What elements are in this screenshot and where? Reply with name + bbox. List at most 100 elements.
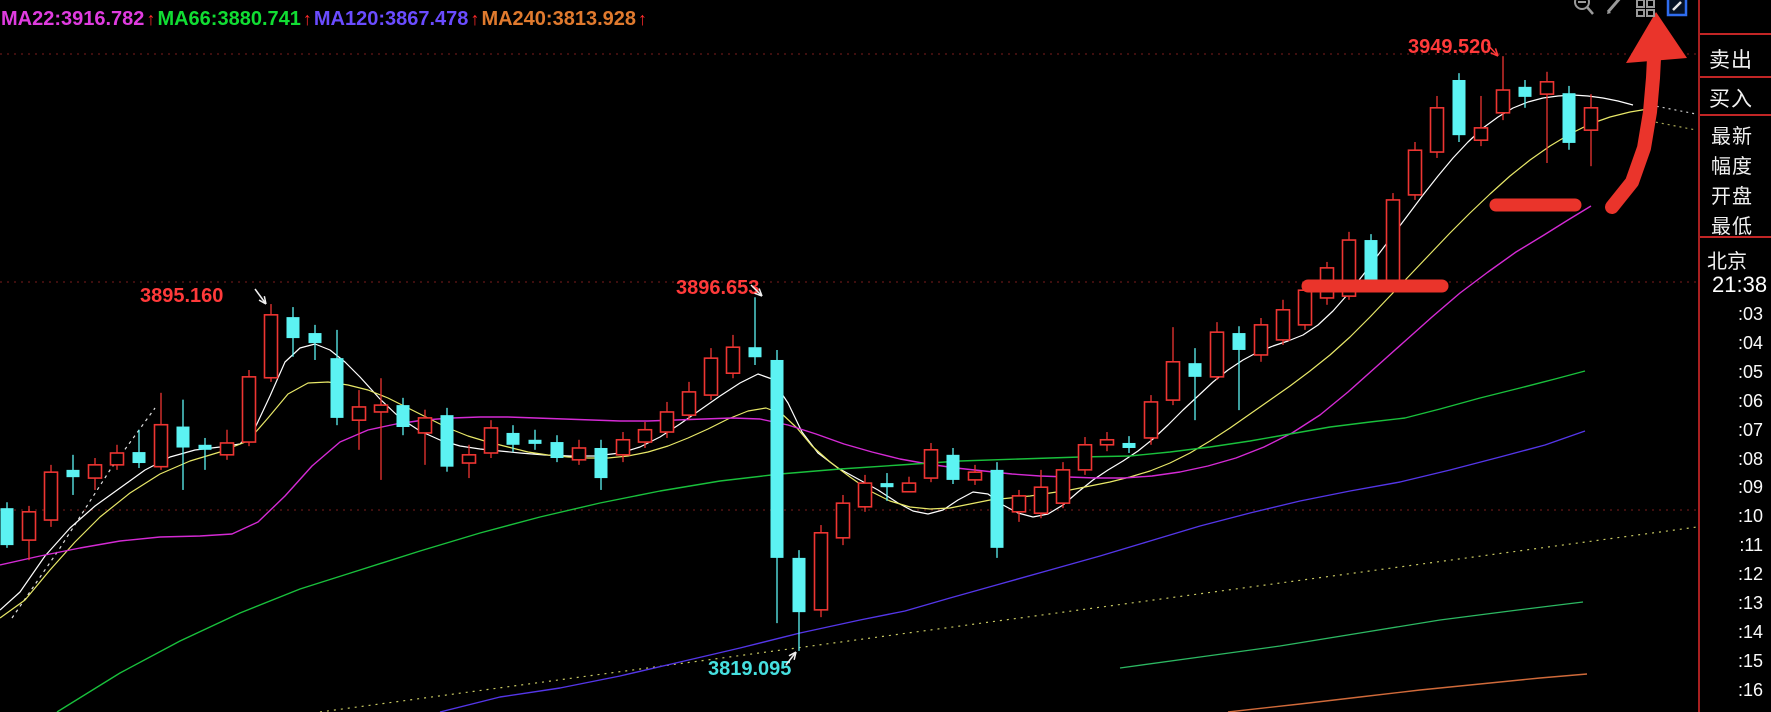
minute-label: :06 bbox=[1737, 390, 1763, 411]
candle-down bbox=[286, 317, 300, 339]
candle-down bbox=[506, 432, 520, 445]
minute-label: :08 bbox=[1737, 448, 1763, 469]
sidebar-divider bbox=[1700, 114, 1771, 116]
candle-up bbox=[1055, 469, 1071, 504]
candle-up bbox=[1473, 127, 1489, 141]
candle-up bbox=[1407, 149, 1423, 196]
annotation-arrow-head bbox=[263, 296, 267, 305]
candle-up bbox=[483, 427, 499, 454]
candle-up bbox=[109, 452, 125, 466]
candle-down bbox=[550, 442, 564, 459]
minute-label: :09 bbox=[1737, 477, 1763, 498]
candle-up bbox=[1165, 360, 1181, 401]
candle-down bbox=[594, 447, 608, 479]
ma240-orange bbox=[1227, 673, 1588, 712]
candle-up bbox=[725, 346, 741, 375]
minute-label: :16 bbox=[1737, 679, 1763, 700]
candle-down bbox=[792, 557, 806, 613]
yellow-projection-dots bbox=[1649, 120, 1697, 131]
candle-up bbox=[703, 357, 719, 396]
annotation-arrow bbox=[750, 284, 763, 297]
candle-down bbox=[132, 452, 146, 464]
candle-up bbox=[1033, 486, 1049, 514]
candle-up bbox=[1429, 107, 1445, 153]
ma66-green bbox=[56, 370, 1586, 712]
candle-up bbox=[1583, 107, 1599, 131]
annotation-arrow-head bbox=[1490, 52, 1499, 57]
candle-up bbox=[1297, 289, 1313, 326]
minute-label: :10 bbox=[1737, 506, 1763, 527]
candle-up bbox=[857, 482, 873, 508]
zoom-out-icon[interactable] bbox=[1572, 0, 1596, 17]
blue-window-icon[interactable] bbox=[1665, 0, 1689, 17]
candle-up bbox=[571, 447, 587, 461]
minute-label: :05 bbox=[1737, 361, 1763, 382]
up-arrow-icon: ↑ bbox=[470, 9, 480, 29]
candle-up bbox=[1077, 443, 1093, 471]
candle-down bbox=[66, 469, 80, 478]
pencil-icon[interactable] bbox=[1603, 0, 1627, 17]
quote-label: 幅度 bbox=[1711, 156, 1753, 178]
up-arrow-marker-shaft bbox=[1605, 51, 1661, 214]
candle-down bbox=[396, 405, 410, 428]
candle-up bbox=[87, 464, 103, 479]
up-arrow-icon: ↑ bbox=[302, 9, 312, 29]
candle-down bbox=[0, 508, 14, 546]
candle-down bbox=[330, 358, 344, 418]
candle-down bbox=[770, 359, 784, 558]
sidebar-divider bbox=[1700, 236, 1771, 238]
buy-button[interactable]: 买入 bbox=[1709, 88, 1753, 111]
minute-label: :03 bbox=[1737, 304, 1763, 324]
candle-up bbox=[351, 406, 367, 421]
annotation-arrow-head bbox=[1494, 48, 1499, 57]
candlestick-chart[interactable]: 3895.160 3896.653 3949.520 3819.095 bbox=[0, 0, 1698, 712]
candle-down bbox=[308, 333, 322, 344]
clock-time: 21:38 bbox=[1712, 272, 1768, 297]
ma-indicator-header: MA22:3916.782 ↑ MA66:3880.741 ↑ MA120:3867.4… bbox=[1, 8, 649, 31]
ma-label: MA66:3880.741 bbox=[157, 8, 301, 30]
annotation-arrow-head bbox=[258, 299, 267, 305]
quote-label: 最新 bbox=[1711, 126, 1753, 148]
annotation-arrow-head bbox=[793, 651, 797, 660]
annotation-arrow-head bbox=[788, 651, 797, 657]
up-arrow-marker-head bbox=[1626, 12, 1687, 63]
sell-button[interactable]: 卖出 bbox=[1709, 49, 1753, 72]
ma-label: MA240:3813.928 bbox=[481, 8, 636, 30]
quote-label: 最低 bbox=[1711, 216, 1753, 238]
trendlines bbox=[11, 103, 1698, 712]
candle-up bbox=[967, 471, 983, 481]
candle-down bbox=[748, 347, 762, 358]
sidebar-divider bbox=[1700, 33, 1771, 35]
grid-icon[interactable] bbox=[1634, 0, 1658, 17]
annotation-arrow-head bbox=[754, 292, 763, 297]
dotted-yellow-trendline bbox=[319, 526, 1698, 712]
candle-up bbox=[681, 391, 697, 416]
ma120-blue bbox=[439, 430, 1586, 712]
candle-down bbox=[198, 444, 212, 450]
minute-label: :04 bbox=[1737, 332, 1763, 353]
minute-label: :07 bbox=[1737, 419, 1763, 440]
candle-up bbox=[373, 404, 389, 413]
candle-down bbox=[1232, 333, 1246, 350]
candle-up bbox=[901, 482, 917, 493]
candle-up bbox=[615, 438, 631, 456]
annotation-arrow-head bbox=[758, 288, 763, 297]
candle-up bbox=[21, 511, 37, 541]
candle-down bbox=[440, 415, 454, 467]
candle-down bbox=[1122, 442, 1136, 448]
candle-up bbox=[1099, 438, 1115, 446]
dotted-white-trendline bbox=[11, 407, 156, 619]
candle-up bbox=[1539, 81, 1555, 95]
ma-label: MA120:3867.478 bbox=[313, 8, 469, 30]
green-lower-segment bbox=[1119, 601, 1584, 669]
up-arrow-icon: ↑ bbox=[146, 9, 156, 29]
chart-toolbar bbox=[1572, 0, 1689, 17]
up-arrow-icon: ↑ bbox=[638, 9, 647, 29]
timezone-city-label: 北京 bbox=[1707, 251, 1747, 273]
candle-down bbox=[880, 483, 894, 488]
candle-up bbox=[219, 442, 235, 456]
hand-drawn-marker bbox=[1301, 12, 1687, 293]
candle-up bbox=[1011, 495, 1027, 513]
ma-label: MA22:3916.782 bbox=[1, 8, 145, 30]
annotation-arrow bbox=[785, 651, 797, 666]
